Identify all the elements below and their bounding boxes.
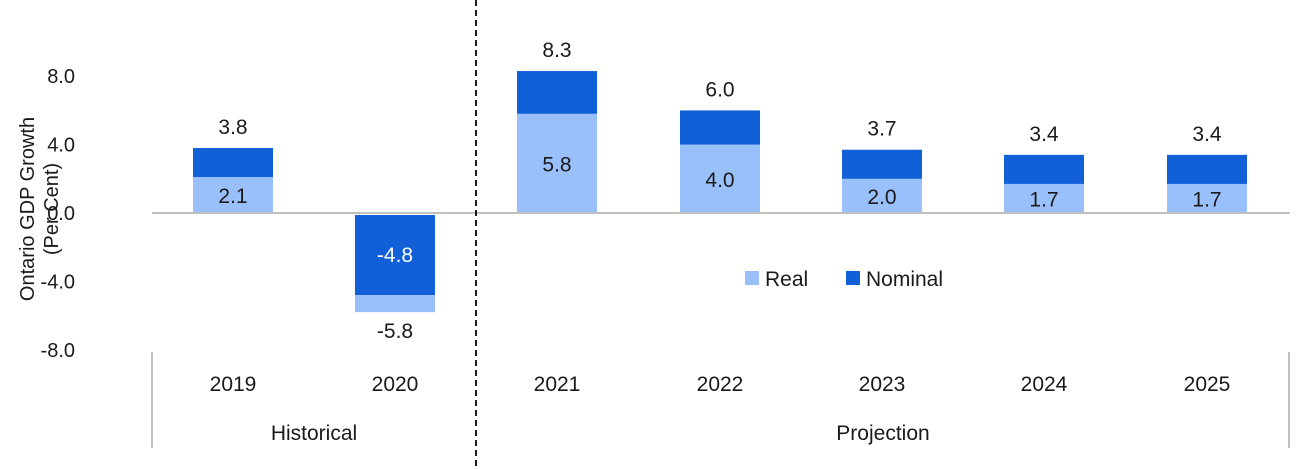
y-axis-title-line1: Ontario GDP Growth xyxy=(17,117,39,301)
group-label-projection: Projection xyxy=(836,422,929,445)
data-label-real: 5.8 xyxy=(542,153,571,176)
data-label-nominal: 3.4 xyxy=(1192,123,1222,146)
data-label-real: 2.0 xyxy=(867,186,896,209)
legend-swatch-real xyxy=(745,271,759,285)
bar-nominal-2023 xyxy=(842,149,922,179)
legend: Real Nominal xyxy=(745,268,943,291)
y-axis-title-line2: (Per Cent) xyxy=(41,163,63,255)
bar-real-2024 xyxy=(1004,183,1084,213)
x-category-label: 2023 xyxy=(859,373,906,396)
legend-label-real: Real xyxy=(765,268,808,291)
y-tick-label: 0.0 xyxy=(47,203,75,225)
group-label-historical: Historical xyxy=(271,422,357,445)
x-category-label: 2025 xyxy=(1184,373,1231,396)
y-axis-ticks: 8.0 4.0 0.0 -4.0 -8.0 xyxy=(41,66,75,362)
data-labels: 2.1 3.8 -4.8 -5.8 5.8 8.3 4.0 6.0 2.0 3.7 1.7 3.4 1.… xyxy=(218,39,1222,343)
y-tick-label: 4.0 xyxy=(47,135,75,157)
data-label-nominal: 3.7 xyxy=(867,118,896,141)
bar-real-2021 xyxy=(517,113,597,213)
x-category-label: 2019 xyxy=(210,373,257,396)
bar-nominal-2024 xyxy=(1004,154,1084,184)
data-label-real: 1.7 xyxy=(1029,188,1058,211)
data-label-nominal: 3.4 xyxy=(1029,123,1059,146)
legend-label-nominal: Nominal xyxy=(866,268,943,291)
x-category-label: 2021 xyxy=(534,373,581,396)
bar-nominal-2021 xyxy=(517,71,597,114)
bar-nominal-2020 xyxy=(355,215,435,296)
y-tick-label: -8.0 xyxy=(41,340,75,362)
bar-real-2022 xyxy=(680,144,760,213)
data-label-nominal: 3.8 xyxy=(218,116,247,139)
y-tick-label: 8.0 xyxy=(47,66,75,88)
category-labels: 2019 2020 2021 2022 2023 2024 2025 Historical Pr… xyxy=(210,373,1231,445)
bar-nominal-2025 xyxy=(1167,154,1247,184)
bar-real-2020 xyxy=(355,295,435,313)
data-label-nominal: 8.3 xyxy=(542,39,571,62)
x-category-label: 2022 xyxy=(697,373,744,396)
data-label-nominal: 6.0 xyxy=(705,78,734,101)
data-label-real: 2.1 xyxy=(218,185,247,208)
x-category-label: 2020 xyxy=(372,373,419,396)
y-axis-title: Ontario GDP Growth (Per Cent) xyxy=(17,117,63,301)
bars xyxy=(193,71,1247,313)
bar-real-2019 xyxy=(193,177,273,213)
data-label-real: 1.7 xyxy=(1192,188,1221,211)
bar-real-2025 xyxy=(1167,183,1247,213)
bar-nominal-2019 xyxy=(193,148,273,178)
data-label-real: 4.0 xyxy=(705,169,734,192)
bar-real-2023 xyxy=(842,178,922,213)
data-label-nominal: -4.8 xyxy=(377,244,413,267)
y-tick-label: -4.0 xyxy=(41,271,75,293)
legend-swatch-nominal xyxy=(846,271,860,285)
axes xyxy=(151,0,1290,469)
x-category-label: 2024 xyxy=(1021,373,1068,396)
bar-nominal-2022 xyxy=(680,110,760,145)
data-label-real: -5.8 xyxy=(377,320,413,343)
